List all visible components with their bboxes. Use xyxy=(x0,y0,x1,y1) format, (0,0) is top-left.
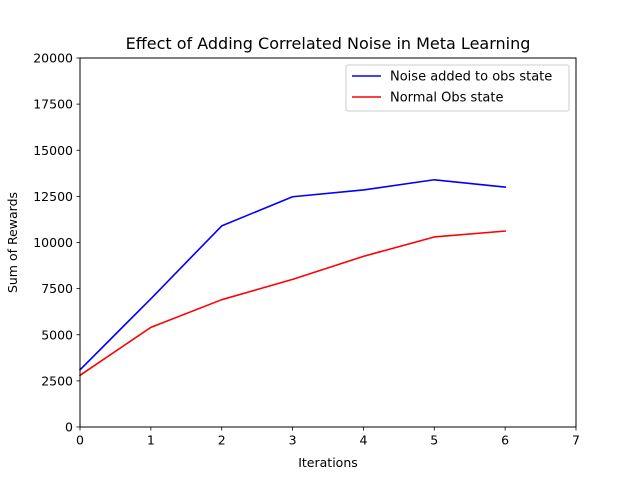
legend-box xyxy=(345,64,570,112)
legend: Noise added to obs state Normal Obs stat… xyxy=(345,64,570,112)
x-tick-label: 1 xyxy=(147,433,155,448)
x-tick-label: 0 xyxy=(76,433,84,448)
y-tick-label: 7500 xyxy=(41,281,73,296)
y-tick-label: 12500 xyxy=(33,189,73,204)
x-tick-label: 4 xyxy=(359,433,367,448)
x-tick-label: 7 xyxy=(572,433,580,448)
chart-title: Effect of Adding Correlated Noise in Met… xyxy=(126,34,531,53)
y-tick-label: 10000 xyxy=(33,235,73,250)
x-axis-ticks: 0 1 2 3 4 5 6 7 xyxy=(76,427,580,448)
y-axis-label: Sum of Rewards xyxy=(5,192,20,293)
y-tick-label: 15000 xyxy=(33,143,73,158)
plot-frame xyxy=(79,57,577,428)
y-axis-ticks: 0 2500 5000 7500 10000 12500 15000 17500 20000 xyxy=(33,51,80,435)
x-tick-label: 6 xyxy=(501,433,509,448)
y-tick-label: 5000 xyxy=(41,327,73,342)
legend-label-normal: Normal Obs state xyxy=(390,91,504,106)
x-tick-label: 3 xyxy=(289,433,297,448)
y-tick-label: 17500 xyxy=(33,97,73,112)
x-tick-label: 2 xyxy=(218,433,226,448)
x-tick-label: 5 xyxy=(430,433,438,448)
x-axis-label: Iterations xyxy=(298,455,358,470)
y-tick-label: 2500 xyxy=(41,373,73,388)
y-tick-label: 20000 xyxy=(33,51,73,66)
y-tick-label: 0 xyxy=(65,420,73,435)
legend-label-noise: Noise added to obs state xyxy=(390,70,552,85)
series-line-normal xyxy=(78,230,507,377)
series-line-noise xyxy=(78,178,507,371)
series-lines xyxy=(78,178,507,377)
